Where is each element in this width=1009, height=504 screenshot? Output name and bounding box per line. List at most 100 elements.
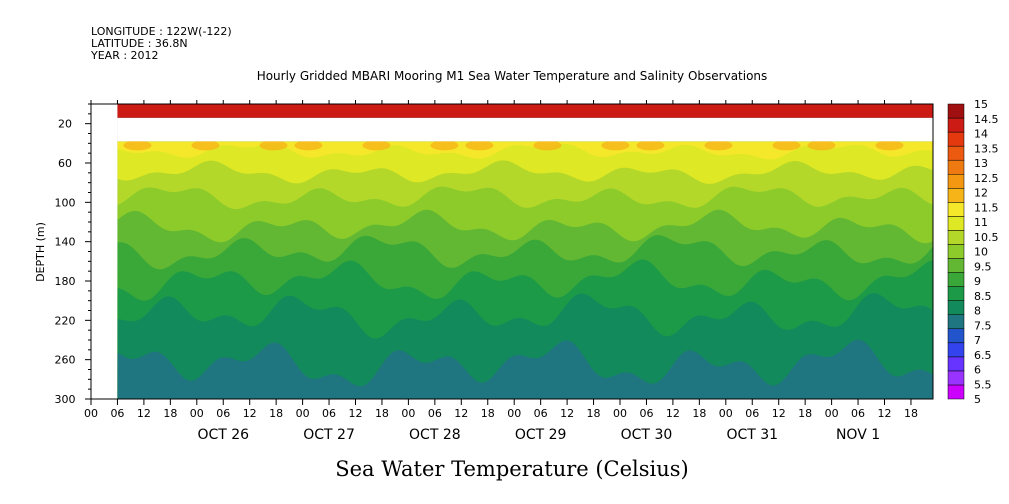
x-axis: 00 06 12 18 00 06 12 18 00 06 12 18 00 06 12 18 00 06 12 18… xyxy=(84,100,918,443)
colorbar-label: 8 xyxy=(974,305,981,318)
x-hour-label: 00 xyxy=(507,407,521,420)
colorbar-swatch xyxy=(947,131,965,147)
x-hour-label: 12 xyxy=(772,407,786,420)
warm-patch xyxy=(704,140,733,151)
x-hour-label: 06 xyxy=(428,407,442,420)
x-hour-label: 18 xyxy=(587,407,601,420)
x-hour-label: 12 xyxy=(878,407,892,420)
colorbar-swatch xyxy=(947,202,965,217)
colorbar-swatch xyxy=(947,342,965,358)
colorbar-swatch xyxy=(947,173,965,189)
colorbar-swatch xyxy=(947,103,965,119)
x-day-label: OCT 29 xyxy=(515,427,567,443)
x-hour-label: 00 xyxy=(84,407,98,420)
colorbar-label: 11 xyxy=(974,216,988,229)
surface-band xyxy=(117,104,933,118)
colorbar-swatch xyxy=(947,159,965,175)
chart-title: Hourly Gridded MBARI Mooring M1 Sea Wate… xyxy=(257,69,768,83)
colorbar-swatch xyxy=(947,216,965,231)
longitude-label: LONGITUDE : 122W(-122) xyxy=(91,25,232,38)
colorbar-label: 12.5 xyxy=(974,172,999,185)
y-axis: 20 60 100 140 180 220 260 300 xyxy=(55,103,91,406)
x-day-label: OCT 28 xyxy=(409,427,461,443)
colorbar-label: 6 xyxy=(974,364,981,377)
x-hour-label: 06 xyxy=(639,407,653,420)
x-hour-label: 18 xyxy=(904,407,918,420)
x-hour-label: 18 xyxy=(798,407,812,420)
x-day-label: OCT 26 xyxy=(197,427,249,443)
x-hour-label: 06 xyxy=(851,407,865,420)
x-hour-label: 18 xyxy=(269,407,283,420)
colorbar-label: 15 xyxy=(974,98,988,111)
colorbar-label: 5.5 xyxy=(974,378,992,391)
x-hour-label: 00 xyxy=(719,407,733,420)
y-axis-label: DEPTH (m) xyxy=(34,222,47,282)
colorbar-swatch xyxy=(947,328,965,344)
colorbar-swatch xyxy=(947,188,965,203)
colorbar-swatch xyxy=(947,117,965,133)
x-hour-label: 12 xyxy=(454,407,468,420)
colorbar-label: 14.5 xyxy=(974,113,999,126)
y-tick-label: 140 xyxy=(55,236,76,249)
y-tick-label: 100 xyxy=(55,196,76,209)
warm-patch xyxy=(875,140,904,151)
x-day-label: OCT 30 xyxy=(621,427,673,443)
x-day-label: OCT 31 xyxy=(726,427,778,443)
colorbar-swatch xyxy=(947,244,965,259)
x-axis-title: Sea Water Temperature (Celsius) xyxy=(335,457,689,481)
y-tick-label: 260 xyxy=(55,354,76,367)
warm-patch xyxy=(259,140,288,151)
x-hour-label: 00 xyxy=(401,407,415,420)
x-hour-label: 18 xyxy=(481,407,495,420)
x-hour-label: 18 xyxy=(692,407,706,420)
colorbar-swatch xyxy=(947,384,965,400)
x-hour-label: 06 xyxy=(322,407,336,420)
y-tick-label: 220 xyxy=(55,314,76,327)
x-hour-label: 06 xyxy=(745,407,759,420)
x-hour-label: 06 xyxy=(534,407,548,420)
colorbar-label: 7.5 xyxy=(974,319,992,332)
warm-patch xyxy=(601,140,630,151)
colorbar: 5 5.56 6.5 7 7.58 8.5 9 9.510 10.5 11 11.512 12.5 13… xyxy=(947,98,999,406)
colorbar-swatch xyxy=(947,300,965,315)
colorbar-label: 7 xyxy=(974,334,981,347)
y-tick-label: 60 xyxy=(58,157,72,170)
warm-patch xyxy=(636,140,665,151)
colorbar-label: 12 xyxy=(974,187,988,200)
y-tick-label: 180 xyxy=(55,275,76,288)
plot-area xyxy=(117,104,933,399)
colorbar-label: 8.5 xyxy=(974,290,992,303)
x-hour-label: 12 xyxy=(243,407,257,420)
warm-patch xyxy=(772,140,801,151)
x-day-label: OCT 27 xyxy=(303,427,355,443)
colorbar-swatch xyxy=(947,370,965,386)
warm-patch xyxy=(123,140,152,151)
x-hour-label: 00 xyxy=(613,407,627,420)
warm-patch xyxy=(430,140,459,151)
x-hour-label: 06 xyxy=(110,407,124,420)
colorbar-swatch xyxy=(947,272,965,287)
colorbar-label: 6.5 xyxy=(974,349,992,362)
colorbar-swatch xyxy=(947,258,965,273)
x-day-label: NOV 1 xyxy=(836,427,880,443)
warm-patch xyxy=(294,140,323,151)
x-hour-label: 12 xyxy=(666,407,680,420)
colorbar-label: 13 xyxy=(974,157,988,170)
warm-patch xyxy=(465,140,494,151)
colorbar-label: 5 xyxy=(974,393,981,406)
x-hour-label: 18 xyxy=(375,407,389,420)
x-hour-label: 00 xyxy=(296,407,310,420)
colorbar-label: 9.5 xyxy=(974,260,992,273)
warm-patch xyxy=(807,140,836,151)
colorbar-swatch xyxy=(947,145,965,161)
missing-data-band xyxy=(117,117,933,142)
warm-patch xyxy=(533,140,562,151)
warm-patch xyxy=(191,140,220,151)
colorbar-label: 10.5 xyxy=(974,231,999,244)
x-hour-label: 06 xyxy=(216,407,230,420)
colorbar-label: 11.5 xyxy=(974,201,999,214)
colorbar-swatch xyxy=(947,356,965,372)
x-hour-label: 12 xyxy=(137,407,151,420)
x-hour-label: 00 xyxy=(190,407,204,420)
x-hour-label: 00 xyxy=(825,407,839,420)
